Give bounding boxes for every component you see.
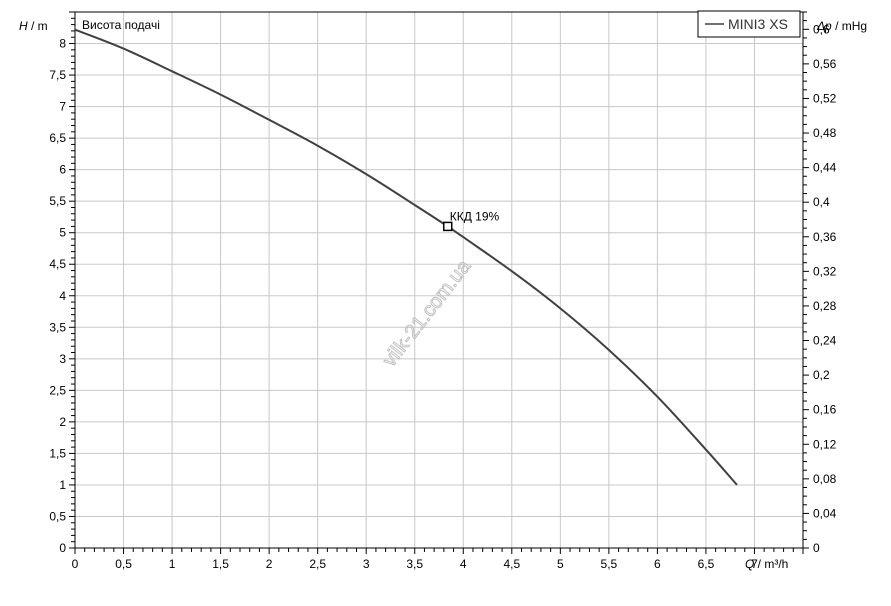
x-tick-label: 4,5 (503, 557, 520, 571)
x-tick-label: 2,5 (309, 557, 326, 571)
x-tick-label: 6,5 (698, 557, 715, 571)
y2-tick-label: 0,08 (813, 472, 837, 486)
y-axis-label: H / m (19, 19, 48, 33)
x-tick-label: 7 (751, 557, 758, 571)
x-tick-label: 1,5 (212, 557, 229, 571)
x-tick-label: 5 (557, 557, 564, 571)
y-tick-label: 7,5 (49, 68, 66, 82)
x-tick-label: 2 (266, 557, 273, 571)
series-layer (74, 28, 738, 486)
y-tick-label: 0,5 (49, 509, 66, 523)
efficiency-marker (442, 221, 453, 232)
y2-axis-unit: / mHg (832, 19, 867, 33)
series-line (74, 28, 738, 486)
annotation-layer: ККД 19% (442, 209, 500, 232)
y-tick-label: 4 (59, 289, 66, 303)
y2-tick-label: 0,44 (813, 161, 837, 175)
y-tick-label: 0 (59, 541, 66, 555)
legend: MINI3 XS (697, 10, 801, 38)
y2-tick-label: 0,48 (813, 126, 837, 140)
x-axis-var: Q (745, 557, 754, 571)
y2-tick-label: 0,12 (813, 437, 837, 451)
x-tick-label: 6 (654, 557, 661, 571)
y-tick-label: 4,5 (49, 257, 66, 271)
y2-tick-label: 0,36 (813, 230, 837, 244)
y-tick-label: 6,5 (49, 131, 66, 145)
y2-tick-label: 0,56 (813, 57, 837, 71)
y-tick-label: 1,5 (49, 446, 66, 460)
x-tick-label: 3 (363, 557, 370, 571)
y2-tick-label: 0 (813, 541, 820, 555)
y2-axis-var: Δp (816, 19, 832, 33)
legend-entry: MINI3 XS (728, 16, 788, 32)
y-axis-unit: / m (28, 19, 48, 33)
y-tick-label: 5,5 (49, 194, 66, 208)
x-tick-label: 0,5 (115, 557, 132, 571)
y-tick-label: 7 (59, 100, 66, 114)
y2-tick-label: 0,52 (813, 91, 837, 105)
y-tick-label: 3,5 (49, 320, 66, 334)
y2-tick-label: 0,24 (813, 334, 837, 348)
y-tick-label: 6 (59, 163, 66, 177)
x-tick-label: 5,5 (601, 557, 618, 571)
y-tick-label: 2,5 (49, 383, 66, 397)
y-tick-label: 3 (59, 352, 66, 366)
x-axis-unit: / m³/h (754, 557, 788, 571)
watermark: vilk-21.com.ua (379, 255, 476, 371)
x-tick-label: 4 (460, 557, 467, 571)
grid (74, 11, 804, 549)
y-tick-label: 2 (59, 415, 66, 429)
efficiency-label: ККД 19% (450, 209, 500, 223)
y2-tick-label: 0,2 (813, 368, 830, 382)
y2-tick-label: 0,6 (813, 22, 830, 36)
axes: 0 0,5 1 1,5 2 2,5 3 3,5 4 4,5 5 5,5 6 6,5 7 0 0,5 1 1,5 2 2,… (49, 11, 837, 571)
y2-tick-label: 0,28 (813, 299, 837, 313)
x-tick-label: 3,5 (406, 557, 423, 571)
y2-tick-label: 0,04 (813, 506, 837, 520)
x-tick-label: 1 (169, 557, 176, 571)
watermark-layer: vilk-21.com.ua (378, 255, 476, 372)
y-tick-label: 8 (59, 37, 66, 51)
y-axis-var: H (19, 19, 28, 33)
x-tick-label: 0 (72, 557, 79, 571)
y-tick-label: 5 (59, 226, 66, 240)
y2-tick-label: 0,16 (813, 403, 837, 417)
y2-axis-label: Δp / mHg (816, 19, 867, 33)
y-tick-label: 1 (59, 478, 66, 492)
chart-title: Висота подачі (82, 18, 160, 32)
y2-tick-label: 0,32 (813, 264, 837, 278)
y2-tick-label: 0,4 (813, 195, 830, 209)
x-axis-label: Q / m³/h (745, 557, 788, 571)
